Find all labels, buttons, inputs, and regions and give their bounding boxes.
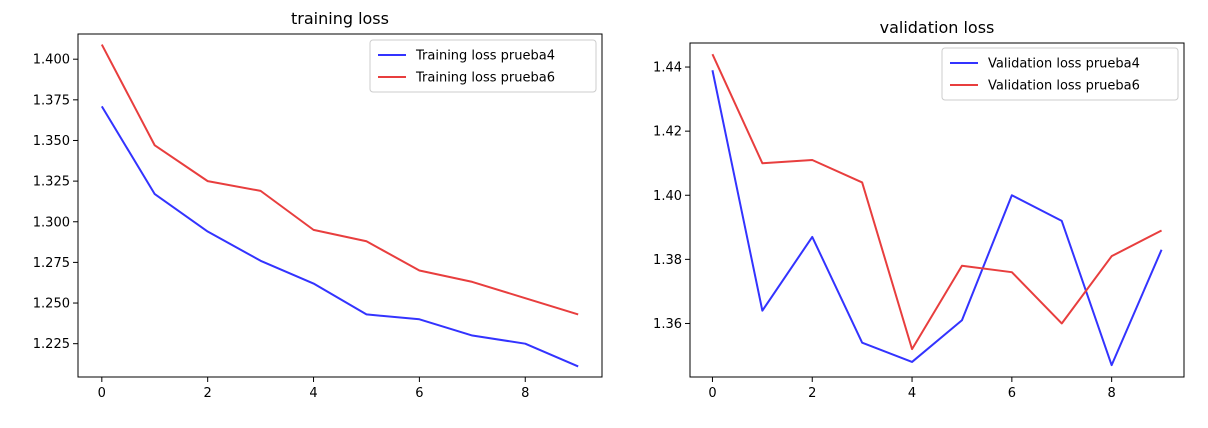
y-tick-label: 1.225: [33, 337, 70, 352]
legend-label-1: Validation loss prueba4: [988, 57, 1140, 72]
x-tick-label: 4: [309, 386, 317, 401]
axes-frame: [77, 33, 603, 378]
legend-box: [369, 39, 597, 93]
y-tick-label: 1.400: [33, 53, 70, 68]
y-tick-label: 1.38: [653, 253, 682, 268]
training-loss-panel: training loss 0 2 4 6 8 1.225 1.250 1.275 1.300 1.…: [33, 9, 603, 401]
y-tick-label: 1.300: [33, 215, 70, 230]
chart-title: validation loss: [880, 18, 995, 37]
x-tick-label: 8: [521, 386, 529, 401]
legend-box: [941, 47, 1179, 101]
x-tick-label: 4: [908, 386, 916, 401]
x-tick-label: 6: [1008, 386, 1016, 401]
series-line-2: [711, 53, 1163, 351]
validation-loss-panel: validation loss 0 2 4 6 8 1.36 1.38 1.40 1.42 1.44…: [604, 0, 1208, 428]
x-tick-label: 0: [708, 386, 716, 401]
series-line-1: [711, 70, 1163, 367]
x-tick-label: 2: [204, 386, 212, 401]
series-line-1: [100, 105, 579, 368]
training-loss-chart: training loss 0 2 4 6 8 1.225 1.250 1.275 1.300 1.…: [33, 9, 603, 401]
x-tick-label: 2: [808, 386, 816, 401]
y-tick-label: 1.42: [653, 125, 682, 140]
axes-frame: [689, 42, 1185, 378]
x-tick-label: 0: [98, 386, 106, 401]
x-tick-label: 8: [1108, 386, 1116, 401]
y-tick-label: 1.275: [33, 256, 70, 271]
y-tick-label: 1.250: [33, 297, 70, 312]
y-tick-label: 1.375: [33, 93, 70, 108]
series-line-2: [100, 44, 579, 316]
y-tick-label: 1.36: [653, 317, 682, 332]
legend-label-2: Training loss prueba6: [415, 71, 555, 86]
x-tick-label: 6: [415, 386, 423, 401]
y-tick-label: 1.40: [653, 189, 682, 204]
chart-title: training loss: [291, 9, 389, 28]
y-tick-label: 1.350: [33, 134, 70, 149]
legend: Validation loss prueba4 Validation loss p…: [941, 47, 1179, 101]
legend-label-2: Validation loss prueba6: [988, 79, 1140, 94]
y-tick-label: 1.44: [653, 61, 682, 76]
validation-loss-chart: validation loss 0 2 4 6 8 1.36 1.38 1.40 1.42 1.44…: [653, 18, 1185, 401]
legend: Training loss prueba4 Training loss prueb…: [369, 39, 597, 93]
y-tick-label: 1.325: [33, 175, 70, 190]
legend-label-1: Training loss prueba4: [415, 49, 555, 64]
